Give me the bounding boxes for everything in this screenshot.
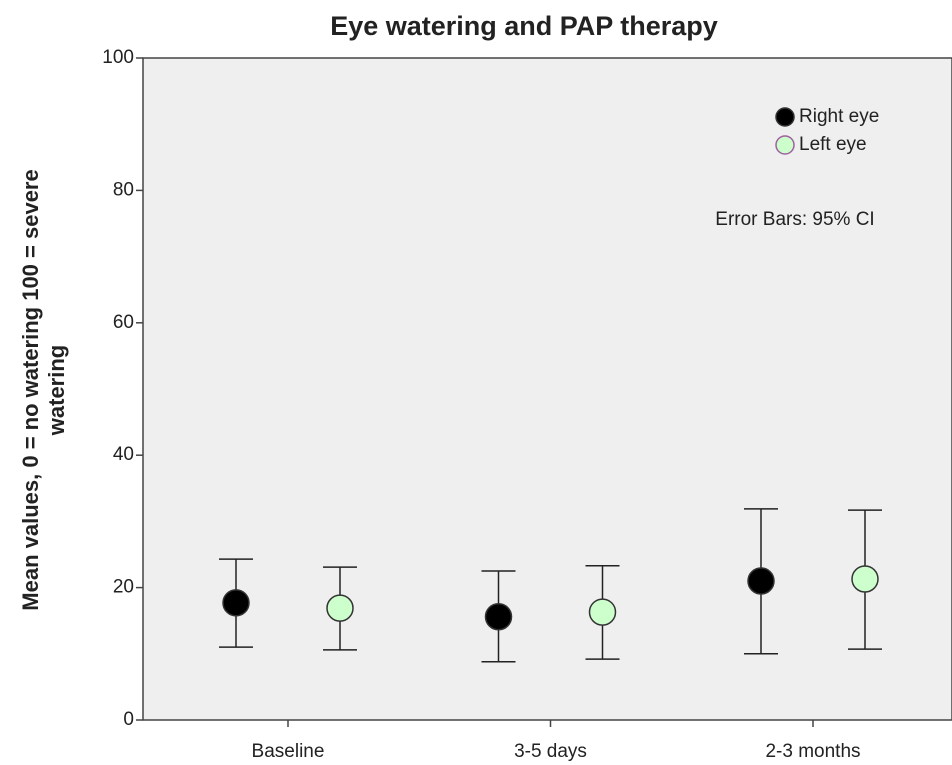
- marker: [851, 565, 879, 593]
- marker: [222, 589, 250, 617]
- marker: [588, 598, 617, 626]
- marker: [747, 567, 775, 595]
- annotation: Error Bars: 95% CI: [715, 209, 874, 230]
- x-tick-label: 3-5 days: [514, 741, 587, 762]
- y-axis-label: Mean values, 0 = no watering 100 = sever…: [18, 169, 43, 610]
- y-tick-label: 40: [113, 444, 134, 465]
- y-tick-label: 60: [113, 312, 134, 333]
- legend-label: Right eye: [799, 106, 879, 127]
- plot-area: [142, 57, 952, 721]
- x-tick-label: Baseline: [252, 741, 325, 762]
- y-axis-label: watering: [44, 345, 69, 436]
- x-tick-label: 2-3 months: [765, 741, 860, 762]
- y-tick-label: 0: [123, 709, 134, 730]
- marker: [484, 602, 513, 631]
- y-tick-label: 20: [113, 577, 134, 598]
- marker: [326, 594, 354, 622]
- legend-label: Left eye: [799, 134, 867, 155]
- y-tick-label: 80: [113, 179, 134, 200]
- legend-marker: [775, 135, 795, 155]
- legend-marker: [775, 107, 795, 127]
- y-tick-label: 100: [102, 47, 134, 68]
- chart-title: Eye watering and PAP therapy: [330, 11, 718, 41]
